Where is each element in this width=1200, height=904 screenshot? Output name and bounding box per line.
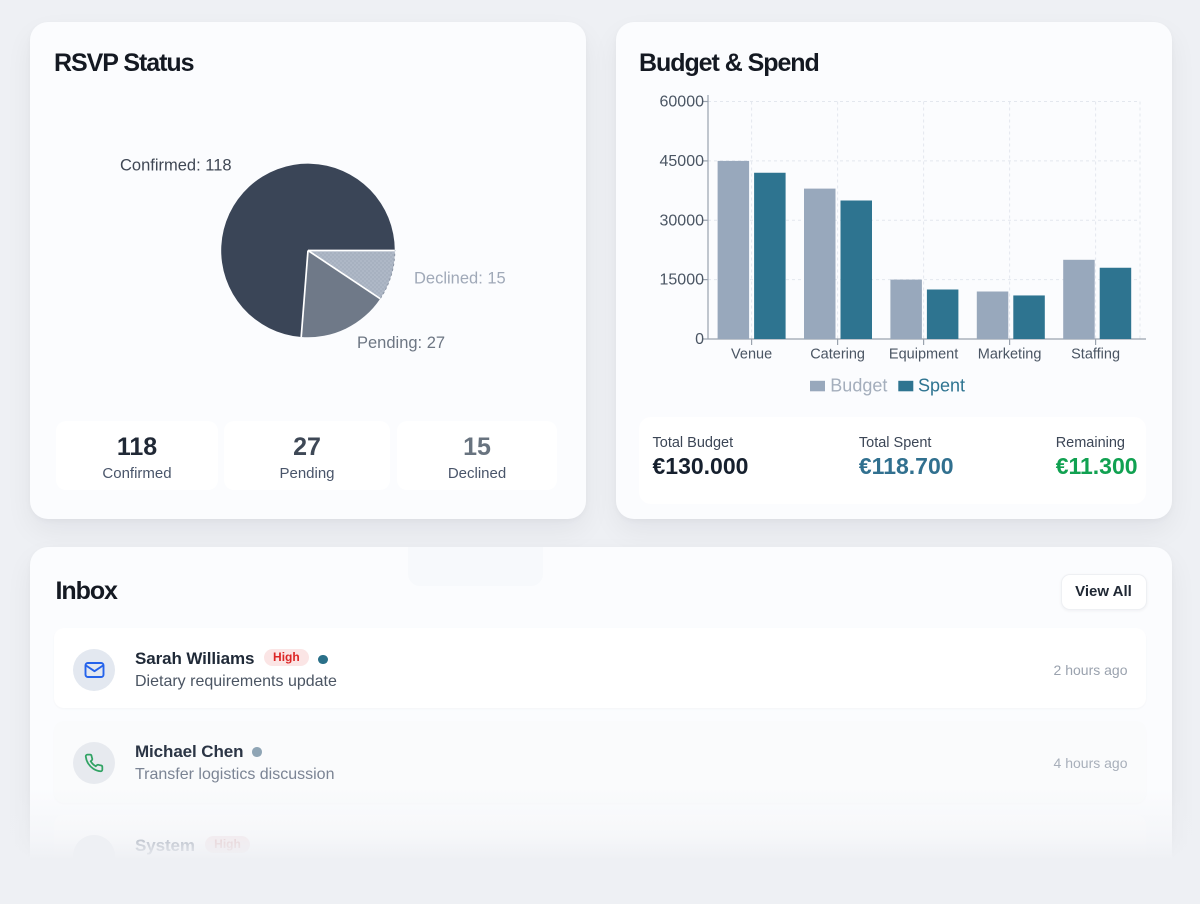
svg-text:Declined: 15: Declined: 15 (414, 270, 506, 288)
svg-text:Budget: Budget (830, 375, 887, 395)
svg-text:Marketing: Marketing (978, 347, 1042, 363)
svg-text:60000: 60000 (660, 94, 705, 111)
svg-text:Equipment: Equipment (889, 347, 958, 363)
svg-text:Confirmed: 118: Confirmed: 118 (120, 156, 232, 174)
svg-text:30000: 30000 (660, 212, 705, 229)
svg-text:Spent: Spent (918, 375, 965, 395)
svg-text:Venue: Venue (731, 347, 772, 363)
svg-text:0: 0 (695, 331, 704, 348)
svg-text:Staffing: Staffing (1071, 347, 1120, 363)
svg-text:45000: 45000 (660, 153, 705, 170)
svg-text:15000: 15000 (660, 272, 705, 289)
svg-text:Pending: 27: Pending: 27 (357, 334, 445, 352)
svg-text:Catering: Catering (810, 347, 865, 363)
